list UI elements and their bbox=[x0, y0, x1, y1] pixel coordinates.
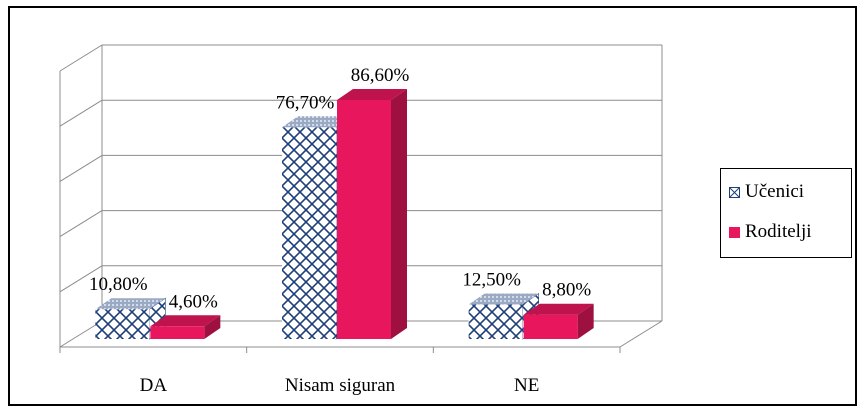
floor-right-edge bbox=[619, 320, 663, 348]
legend-item-ucenici: Učenici bbox=[729, 181, 804, 203]
chart-frame bbox=[8, 6, 857, 406]
bar-roditelji bbox=[337, 88, 407, 339]
legend-label-roditelji: Roditelji bbox=[745, 221, 812, 242]
gridline-side bbox=[59, 44, 103, 72]
data-label: 10,80% bbox=[89, 274, 148, 295]
legend-item-roditelji: Roditelji bbox=[729, 221, 812, 243]
legend-swatch-roditelji bbox=[729, 226, 740, 238]
x-tick-label: DA bbox=[140, 375, 168, 396]
gridline-side bbox=[59, 265, 103, 293]
data-label: 86,60% bbox=[351, 65, 410, 86]
gridline-side bbox=[59, 320, 103, 348]
data-label: 12,50% bbox=[462, 270, 521, 291]
gridline-side bbox=[59, 210, 103, 238]
gridline-side bbox=[59, 154, 103, 182]
legend-swatch-ucenici bbox=[729, 186, 740, 198]
legend-label-ucenici: Učenici bbox=[745, 181, 805, 202]
x-tick-label: Nisam siguran bbox=[285, 375, 396, 396]
data-label: 4,60% bbox=[169, 291, 218, 312]
bar-roditelji bbox=[150, 315, 221, 339]
gridline-side bbox=[59, 99, 103, 127]
x-tick-label: NE bbox=[514, 375, 539, 396]
data-label: 76,70% bbox=[276, 92, 335, 113]
chart-legend: Učenici Roditelji bbox=[720, 168, 852, 258]
bar-roditelji bbox=[523, 303, 594, 339]
data-label: 8,80% bbox=[542, 280, 591, 301]
